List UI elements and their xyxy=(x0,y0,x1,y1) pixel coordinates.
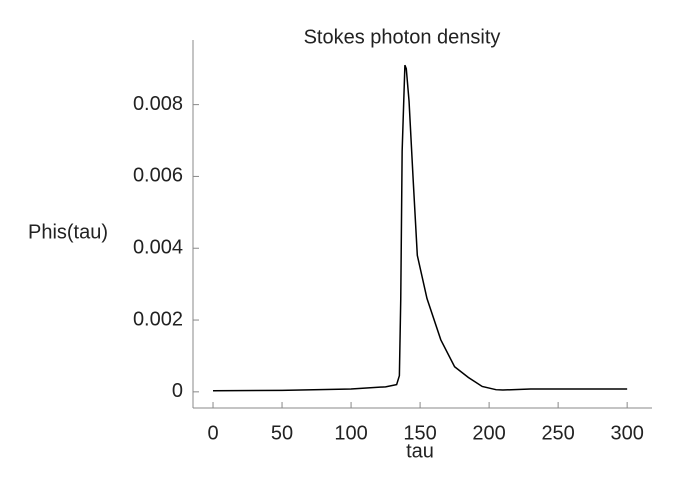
series-line xyxy=(213,64,628,392)
y-tick-label: 0 xyxy=(172,380,183,402)
x-tick-label: 150 xyxy=(403,422,436,444)
x-tick-label: 200 xyxy=(472,422,505,444)
x-tick-label: 50 xyxy=(271,422,293,444)
x-tick-label: 300 xyxy=(610,422,643,444)
x-tick-label: 100 xyxy=(334,422,367,444)
y-tick-label: 0.004 xyxy=(133,237,183,259)
y-axis-label: Phis(tau) xyxy=(28,221,108,243)
x-axis-label: tau xyxy=(406,440,434,462)
y-tick-label: 0.002 xyxy=(133,308,183,330)
x-tick-label: 0 xyxy=(207,422,218,444)
chart-title: Stokes photon density xyxy=(304,26,501,48)
y-tick-label: 0.008 xyxy=(133,93,183,115)
y-tick-label: 0.006 xyxy=(133,165,183,187)
x-tick-label: 250 xyxy=(541,422,574,444)
